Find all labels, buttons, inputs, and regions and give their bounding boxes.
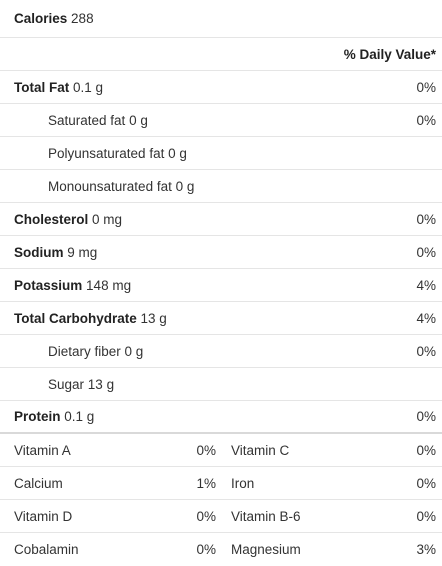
vitamin-pct: 0% (196, 442, 216, 458)
vitamin-pct: 1% (196, 475, 216, 491)
vitamins-minerals-table: Vitamin A 0% Vitamin C 0% Calcium 1% Iro… (0, 434, 442, 566)
nutrient-dv: 0% (416, 211, 436, 227)
nutrient-label: Potassium (14, 277, 83, 293)
vitamin-row: Cobalamin 0% Magnesium 3% (0, 533, 442, 566)
vitamin-name: Vitamin B-6 (231, 508, 301, 524)
nutrient-row-monounsaturated-fat: Monounsaturated fat 0 g (0, 170, 442, 203)
nutrient-row-protein: Protein 0.1 g 0% (0, 401, 442, 434)
nutrient-label: Sugar (48, 376, 85, 392)
daily-value-header: % Daily Value* (343, 46, 436, 62)
nutrient-row-sodium: Sodium 9 mg 0% (0, 236, 442, 269)
vitamin-row: Calcium 1% Iron 0% (0, 467, 442, 500)
nutrient-amount: 13 g (87, 376, 115, 392)
calories-value: 288 (71, 11, 94, 26)
nutrient-row-sugar: Sugar 13 g (0, 368, 442, 401)
nutrient-amount: 0 g (124, 343, 144, 359)
vitamin-row: Vitamin A 0% Vitamin C 0% (0, 434, 442, 467)
vitamin-pct: 0% (416, 508, 436, 524)
vitamin-pct: 3% (416, 542, 436, 557)
nutrient-label: Monounsaturated fat (48, 178, 172, 194)
vitamin-pct: 0% (416, 442, 436, 458)
nutrient-dv: 0% (416, 244, 436, 260)
nutrient-row-total-fat: Total Fat 0.1 g 0% (0, 71, 442, 104)
nutrient-amount: 13 g (140, 310, 167, 326)
nutrient-amount: 0.1 g (64, 409, 95, 424)
vitamin-name: Vitamin A (14, 442, 71, 458)
nutrient-dv: 4% (416, 277, 436, 293)
vitamin-name: Magnesium (231, 542, 301, 557)
calories-row: Calories 288 (0, 0, 442, 38)
vitamin-name: Iron (231, 475, 255, 491)
nutrient-row-cholesterol: Cholesterol 0 mg 0% (0, 203, 442, 236)
vitamin-name: Cobalamin (14, 542, 79, 557)
vitamin-pct: 0% (196, 542, 216, 557)
nutrient-amount: 0 mg (92, 211, 123, 227)
nutrient-amount: 0.1 g (73, 79, 104, 95)
vitamin-pct: 0% (416, 475, 436, 491)
nutrient-amount: 0 g (175, 178, 195, 194)
nutrient-row-potassium: Potassium 148 mg 4% (0, 269, 442, 302)
vitamin-pct: 0% (196, 508, 216, 524)
nutrient-label: Cholesterol (14, 211, 89, 227)
nutrient-amount: 0 g (168, 145, 187, 161)
nutrient-dv: 4% (416, 310, 436, 326)
vitamin-name: Vitamin D (14, 508, 73, 524)
daily-value-header-row: % Daily Value* (0, 38, 442, 71)
nutrient-row-dietary-fiber: Dietary fiber 0 g 0% (0, 335, 442, 368)
nutrient-row-total-carbohydrate: Total Carbohydrate 13 g 4% (0, 302, 442, 335)
vitamin-name: Vitamin C (231, 442, 290, 458)
vitamin-name: Calcium (14, 475, 63, 491)
nutrient-label: Sodium (14, 244, 64, 260)
nutrient-dv: 0% (416, 79, 436, 95)
nutrient-label: Total Fat (14, 79, 70, 95)
nutrient-row-polyunsaturated-fat: Polyunsaturated fat 0 g (0, 137, 442, 170)
nutrient-label: Saturated fat (48, 112, 126, 128)
nutrient-label: Polyunsaturated fat (48, 145, 165, 161)
nutrient-dv: 0% (416, 409, 436, 424)
calories-label: Calories (14, 11, 68, 26)
vitamin-row: Vitamin D 0% Vitamin B-6 0% (0, 500, 442, 533)
nutrient-label: Dietary fiber (48, 343, 121, 359)
nutrient-row-saturated-fat: Saturated fat 0 g 0% (0, 104, 442, 137)
nutrient-label: Protein (14, 409, 61, 424)
nutrient-amount: 0 g (129, 112, 148, 128)
nutrient-amount: 9 mg (67, 244, 98, 260)
nutrient-dv: 0% (416, 112, 436, 128)
nutrient-amount: 148 mg (86, 277, 132, 293)
nutrient-dv: 0% (416, 343, 436, 359)
nutrient-label: Total Carbohydrate (14, 310, 137, 326)
